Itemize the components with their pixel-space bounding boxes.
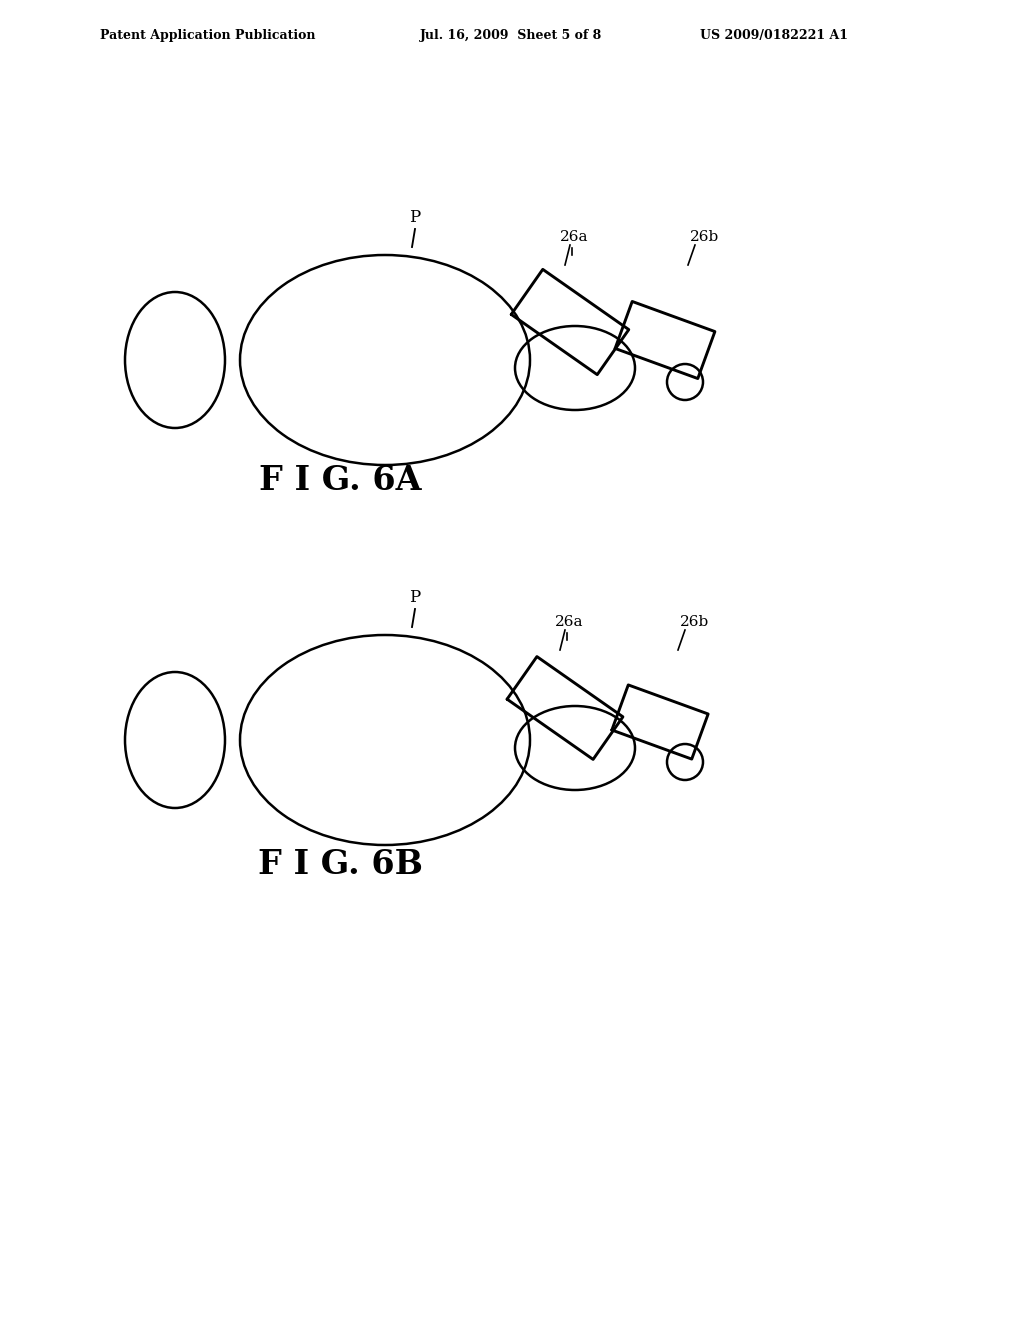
Text: F I G. 6B: F I G. 6B xyxy=(257,849,423,882)
Text: P: P xyxy=(410,209,421,226)
Text: 26b: 26b xyxy=(690,230,719,244)
Text: P: P xyxy=(410,589,421,606)
Text: Jul. 16, 2009  Sheet 5 of 8: Jul. 16, 2009 Sheet 5 of 8 xyxy=(420,29,602,41)
Text: 26b: 26b xyxy=(680,615,710,630)
Text: 26a: 26a xyxy=(555,615,584,630)
Text: US 2009/0182221 A1: US 2009/0182221 A1 xyxy=(700,29,848,41)
Text: 26a: 26a xyxy=(560,230,589,244)
Text: F I G. 6A: F I G. 6A xyxy=(259,463,421,496)
Text: Patent Application Publication: Patent Application Publication xyxy=(100,29,315,41)
